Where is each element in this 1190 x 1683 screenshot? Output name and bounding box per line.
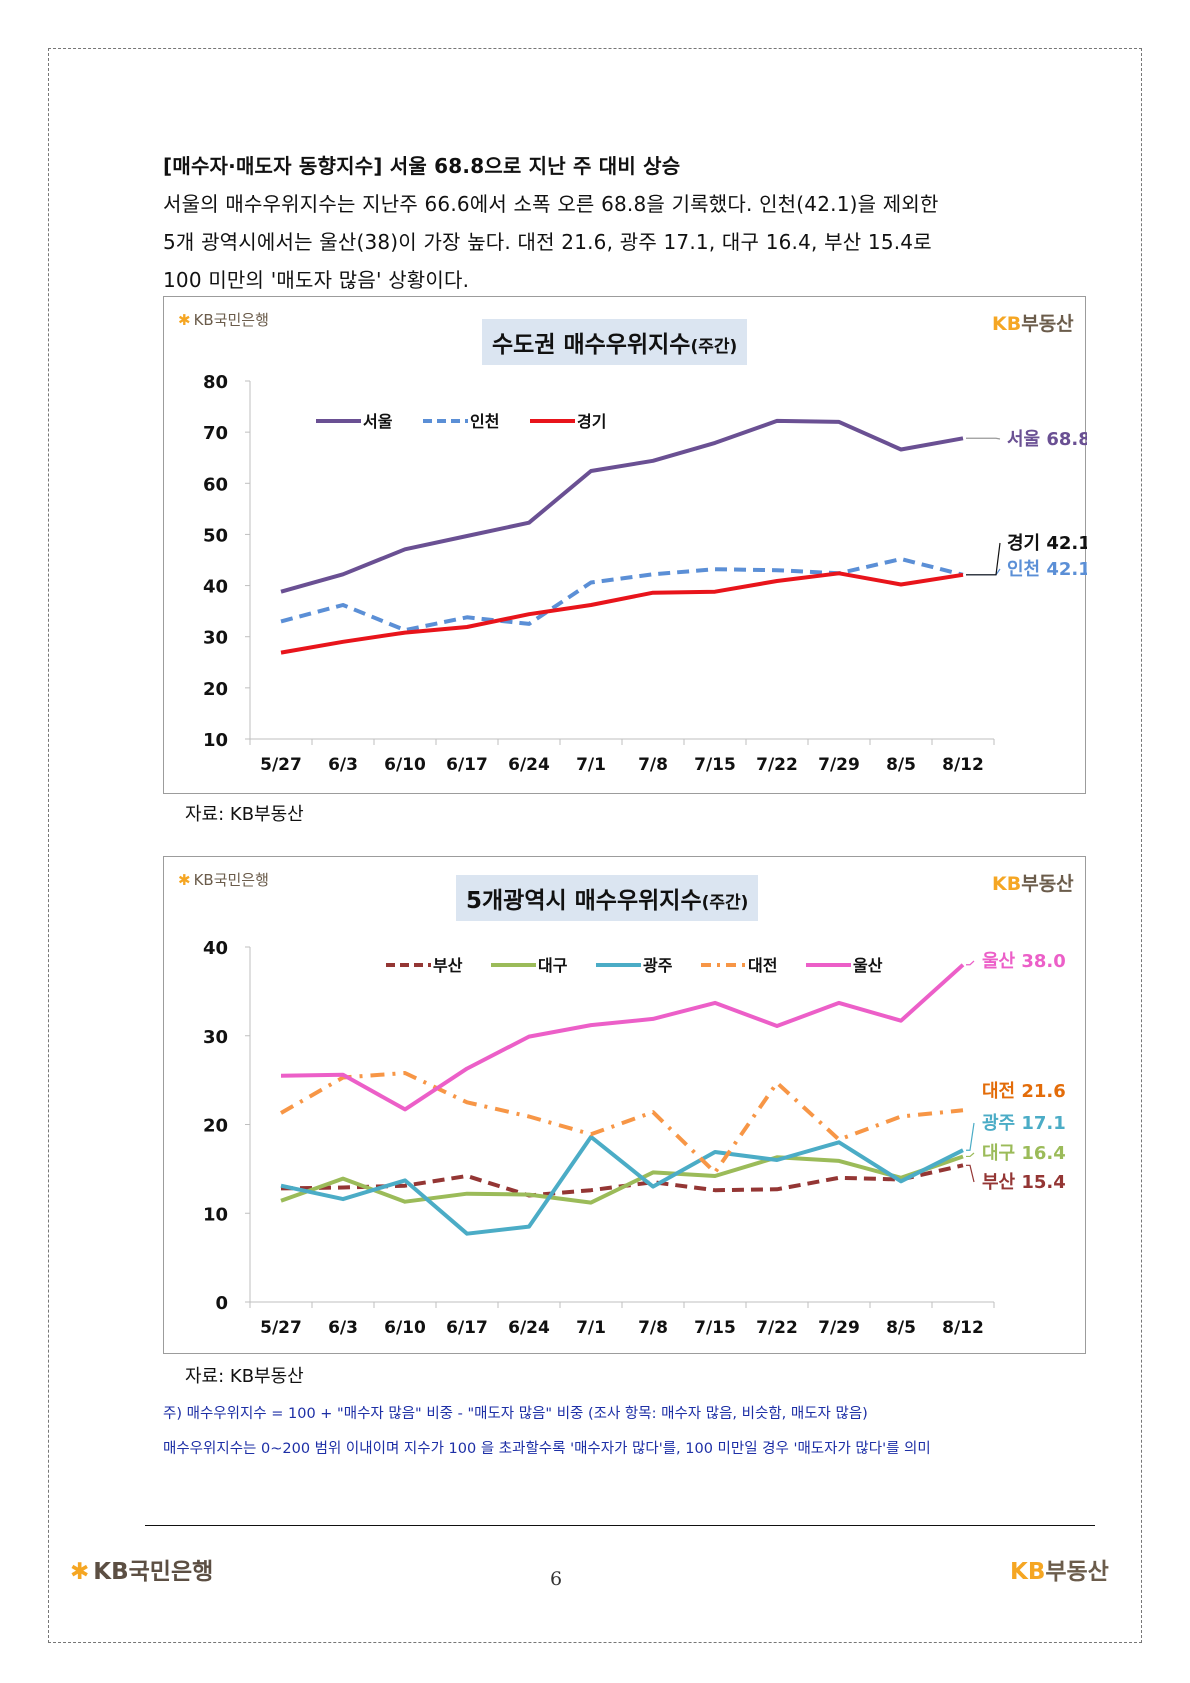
- series-line-서울: [280, 418, 964, 594]
- chart-plot: 10 20 30 40 50 60 70 80 5/27 6/3 6/10 6/17 6/24 7/1 7/…: [203, 372, 1087, 775]
- end-label-leader-광주: [966, 1122, 975, 1151]
- x-tick-label: 7/29: [818, 1318, 860, 1338]
- kb-realestate-logo: KB부동산: [992, 313, 1074, 335]
- legend-label-경기: 경기: [577, 412, 606, 431]
- x-tick-label: 6/17: [446, 755, 488, 775]
- end-label-울산: 울산 38.0: [982, 951, 1066, 972]
- end-label-서울: 서울 68.8: [1007, 429, 1087, 450]
- end-label-부산: 부산 15.4: [982, 1172, 1066, 1193]
- end-label-leader-울산: [966, 960, 975, 966]
- x-tick-label: 6/10: [384, 755, 426, 775]
- note-line-1: 주) 매수우위지수 = 100 + "매수자 많음" 비중 - "매도자 많음"…: [163, 1406, 868, 1422]
- legend-label-대구: 대구: [538, 956, 568, 975]
- x-tick-label: 6/24: [508, 1318, 550, 1338]
- legend-label-울산: 울산: [853, 956, 883, 975]
- legend-label-대전: 대전: [748, 956, 777, 975]
- end-label-leader-대구: [966, 1152, 975, 1158]
- series-line-울산: [280, 963, 965, 1112]
- x-tick-label: 7/15: [694, 755, 736, 775]
- y-tick-label: 80: [203, 372, 228, 393]
- end-label-leader-대전: [966, 1091, 974, 1110]
- x-tick-label: 8/12: [942, 755, 984, 775]
- end-label-leader-경기: [966, 542, 1001, 576]
- legend-label-서울: 서울: [363, 412, 393, 431]
- footer-divider: [145, 1525, 1095, 1526]
- legend-label-인천: 인천: [470, 412, 499, 431]
- kb-star-icon: ✱: [178, 311, 191, 329]
- x-tick-label: 7/1: [576, 1318, 606, 1338]
- footer-bank-logo: ✱ KB국민은행: [70, 1559, 214, 1585]
- end-label-광주: 광주 17.1: [982, 1113, 1066, 1134]
- legend-label-부산: 부산: [433, 956, 463, 975]
- end-label-인천: 인천 42.1: [1007, 559, 1087, 580]
- x-tick-label: 6/3: [328, 1318, 358, 1338]
- series-line-인천: [280, 557, 964, 633]
- note-line-2: 매수우위지수는 0~200 범위 이내이며 지수가 100 을 초과할수록 '매…: [163, 1441, 931, 1457]
- series-line-대전: [280, 1071, 964, 1175]
- x-tick-label: 8/5: [886, 1318, 916, 1338]
- chart-title: 수도권 매수우위지수(주간): [482, 319, 748, 365]
- y-tick-label: 10: [203, 1204, 228, 1225]
- x-tick-label: 7/15: [694, 1318, 736, 1338]
- kb-star-icon: ✱: [178, 871, 191, 889]
- x-tick-label: 5/27: [260, 755, 302, 775]
- kb-star-icon: ✱: [70, 1559, 90, 1585]
- x-tick-label: 6/24: [508, 755, 550, 775]
- x-tick-label: 8/12: [942, 1318, 984, 1338]
- x-tick-label: 7/8: [638, 1318, 668, 1338]
- kb-bank-logo: ✱ KB국민은행: [178, 311, 269, 329]
- chart-capital-area: ✱ KB국민은행 KB부동산 수도권 매수우위지수(주간) 10 20 30 40 50 6…: [163, 296, 1087, 794]
- end-label-leader-인천: [966, 568, 1001, 576]
- legend-label-광주: 광주: [643, 956, 673, 975]
- paragraph-line-2: 5개 광역시에서는 울산(38)이 가장 높다. 대전 21.6, 광주 17.…: [163, 230, 932, 254]
- chart-plot: 0 10 20 30 40 5/27 6/3 6/10 6/17 6/24 7/1 7/8 7/15 7/…: [203, 938, 1066, 1338]
- series-line-광주: [280, 1134, 964, 1236]
- y-tick-label: 20: [203, 679, 228, 700]
- end-label-leader-부산: [966, 1164, 975, 1183]
- chart-title: 5개광역시 매수우위지수(주간): [456, 875, 759, 921]
- kb-bank-logo: ✱ KB국민은행: [178, 871, 269, 889]
- series-line-대구: [280, 1154, 964, 1205]
- y-tick-label: 0: [215, 1293, 228, 1314]
- y-tick-label: 50: [203, 525, 228, 546]
- y-tick-label: 10: [203, 730, 228, 751]
- page-number: 6: [550, 1568, 563, 1590]
- y-tick-label: 30: [203, 1027, 228, 1048]
- footer-realestate-logo: KB부동산: [1010, 1559, 1109, 1585]
- chart-source: 자료: KB부동산: [185, 1366, 304, 1387]
- chart-source: 자료: KB부동산: [185, 804, 304, 825]
- y-tick-label: 30: [203, 628, 228, 649]
- y-tick-label: 40: [203, 938, 228, 959]
- paragraph-line-3: 100 미만의 '매도자 많음' 상황이다.: [163, 268, 470, 292]
- page-border: [48, 48, 1142, 1643]
- paragraph-line-1: 서울의 매수우위지수는 지난주 66.6에서 소폭 오른 68.8을 기록했다.…: [163, 192, 939, 216]
- x-tick-label: 6/3: [328, 755, 358, 775]
- x-tick-label: 7/8: [638, 755, 668, 775]
- x-tick-label: 8/5: [886, 755, 916, 775]
- y-tick-label: 70: [203, 423, 228, 444]
- y-tick-label: 20: [203, 1116, 228, 1137]
- series-line-부산: [280, 1163, 964, 1198]
- y-tick-label: 40: [203, 577, 228, 598]
- x-tick-label: 7/1: [576, 755, 606, 775]
- end-label-경기: 경기 42.1: [1007, 533, 1087, 554]
- x-tick-label: 6/10: [384, 1318, 426, 1338]
- series-line-경기: [280, 571, 964, 655]
- kb-realestate-logo: KB부동산: [992, 873, 1074, 895]
- end-label-대구: 대구 16.4: [982, 1143, 1066, 1164]
- x-tick-label: 5/27: [260, 1318, 302, 1338]
- end-label-leader-서울: [966, 437, 1001, 440]
- y-tick-label: 60: [203, 474, 228, 495]
- x-tick-label: 7/29: [818, 755, 860, 775]
- chart-metro-cities: ✱ KB국민은행 KB부동산 5개광역시 매수우위지수(주간) 0 10 20 30 40…: [163, 856, 1086, 1354]
- section-heading: [매수자·매도자 동향지수] 서울 68.8으로 지난 주 대비 상승: [163, 154, 681, 178]
- end-label-대전: 대전 21.6: [982, 1081, 1066, 1102]
- x-tick-label: 7/22: [756, 755, 798, 775]
- x-tick-label: 6/17: [446, 1318, 488, 1338]
- x-tick-label: 7/22: [756, 1318, 798, 1338]
